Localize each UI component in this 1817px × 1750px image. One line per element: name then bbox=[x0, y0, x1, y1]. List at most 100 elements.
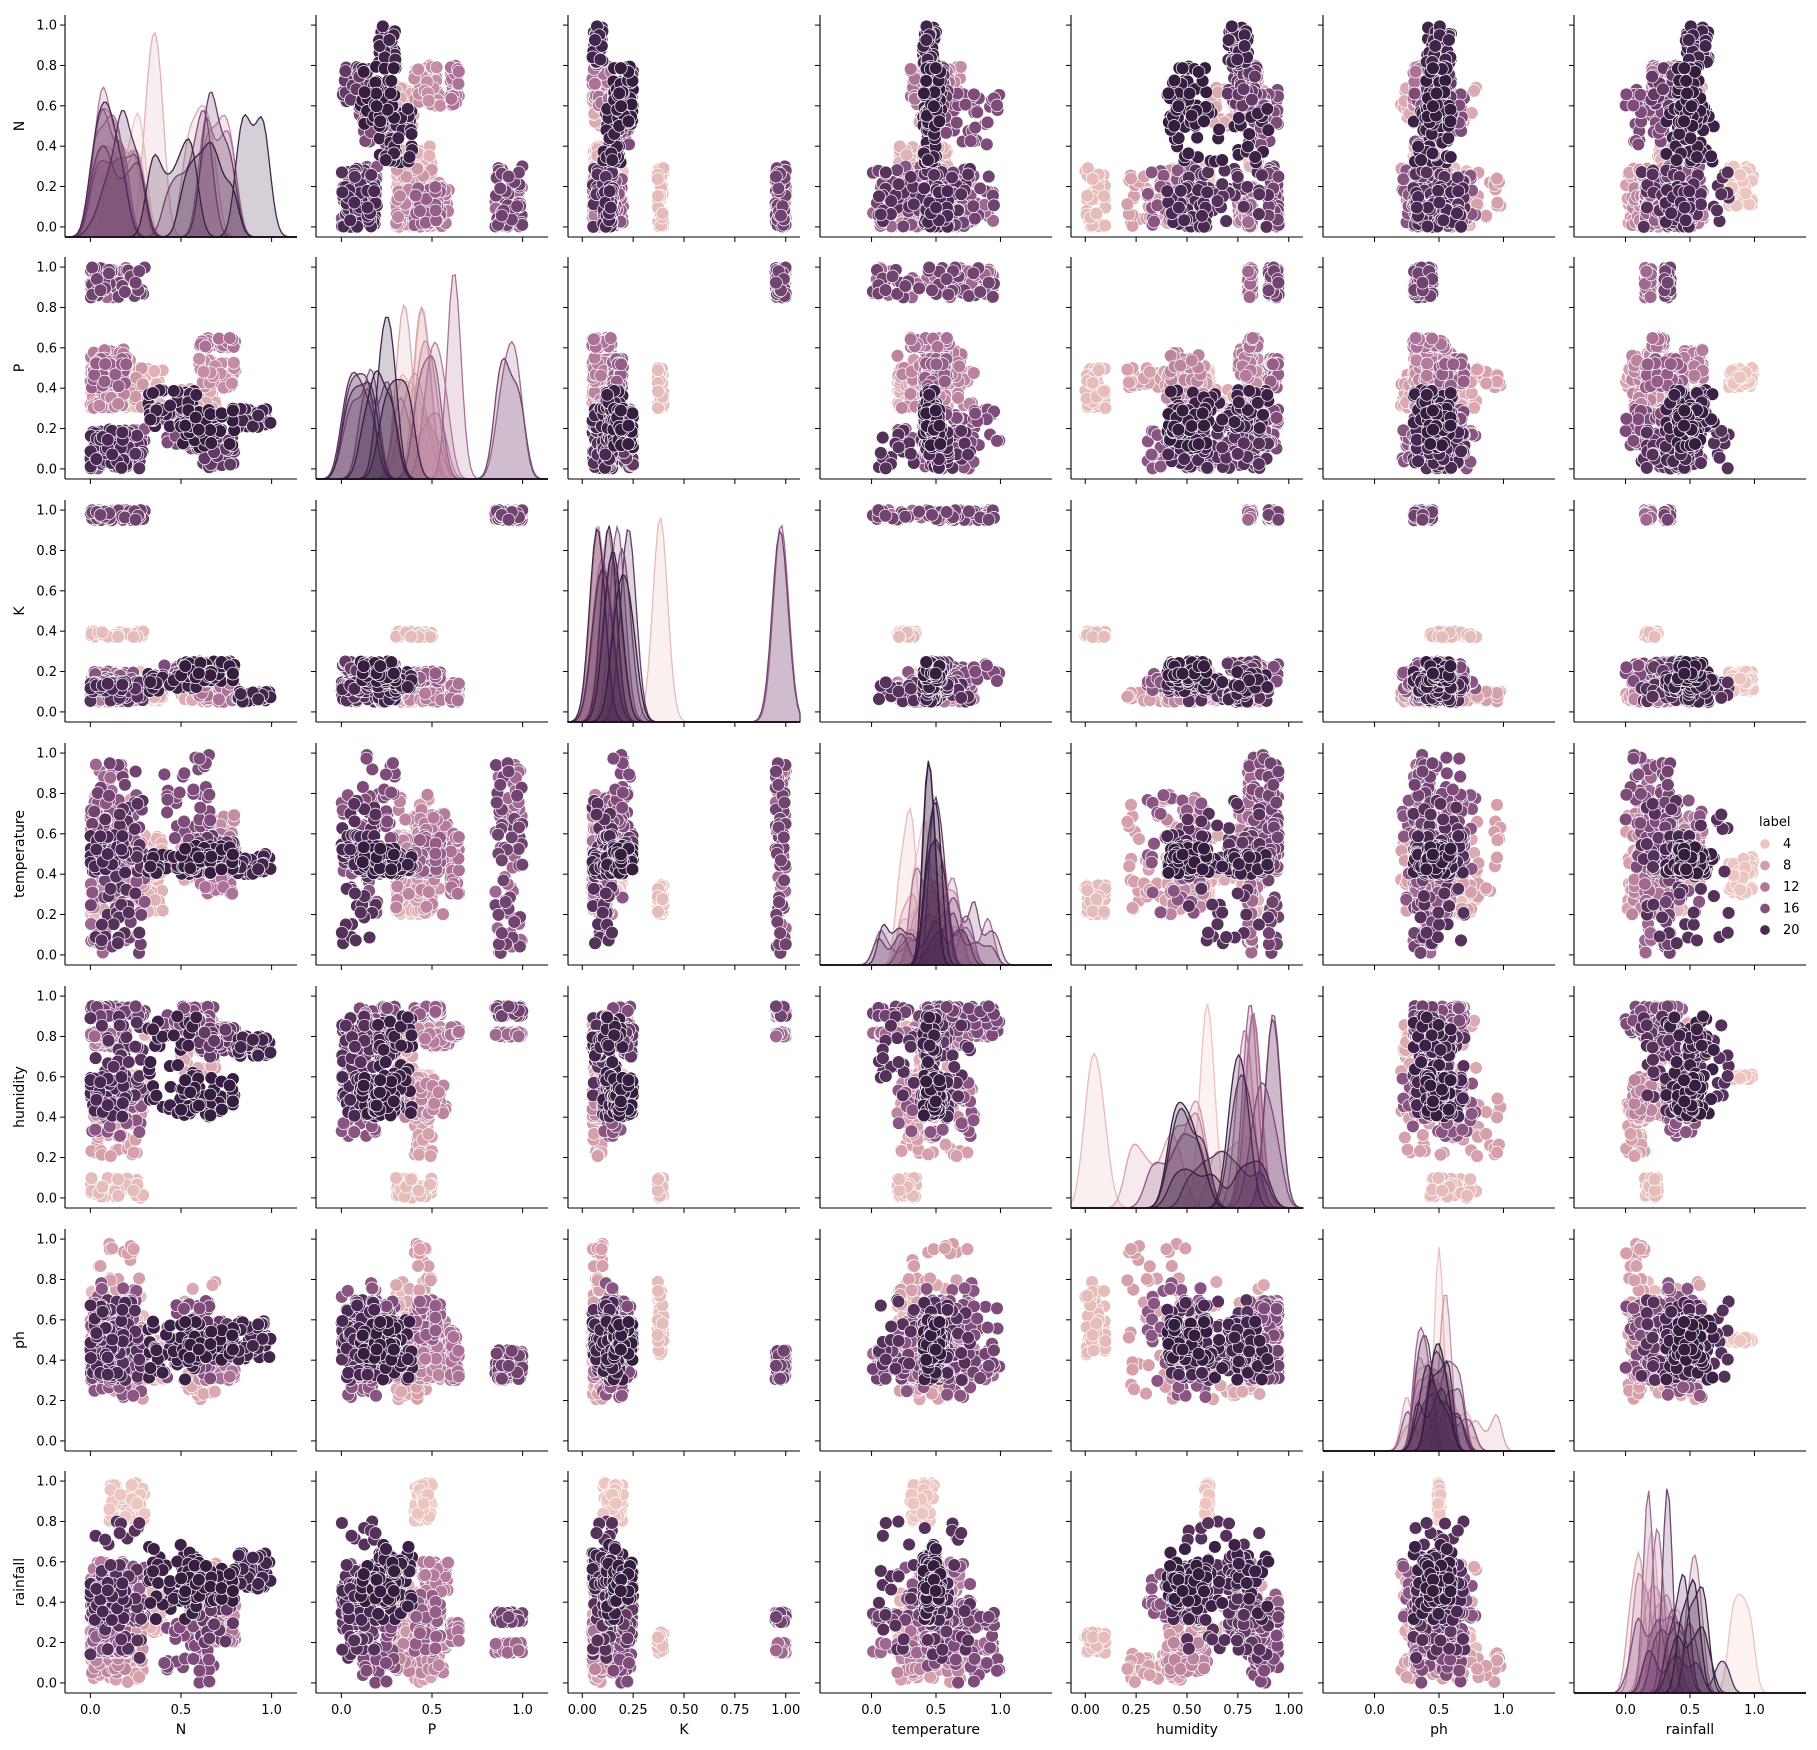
scatter-point bbox=[502, 170, 515, 183]
panel-N-vs-N bbox=[60, 15, 297, 242]
scatter-point bbox=[933, 115, 946, 128]
scatter-point bbox=[928, 100, 941, 113]
scatter-point bbox=[656, 207, 669, 220]
scatter-point bbox=[622, 115, 635, 128]
scatter-point bbox=[918, 87, 931, 100]
scatter-point bbox=[379, 154, 392, 167]
scatter-point bbox=[651, 173, 664, 186]
scatter-point bbox=[964, 135, 977, 148]
scatter-point bbox=[336, 186, 349, 199]
scatter-point bbox=[613, 87, 626, 100]
scatter-point bbox=[422, 94, 435, 107]
scatter-point bbox=[928, 169, 941, 182]
scatter-point bbox=[511, 200, 524, 213]
scatter-point bbox=[922, 154, 935, 167]
scatter-point bbox=[434, 99, 447, 112]
scatter-point bbox=[370, 87, 383, 100]
scatter-point bbox=[873, 190, 886, 203]
scatter-point bbox=[775, 209, 788, 222]
scatter-point bbox=[361, 201, 374, 214]
scatter-point bbox=[982, 170, 995, 183]
scatter-point bbox=[495, 209, 508, 222]
scatter-point bbox=[962, 168, 975, 181]
scatter-point bbox=[980, 138, 993, 151]
scatter-point bbox=[604, 201, 617, 214]
scatter-point bbox=[770, 170, 783, 183]
scatter-point bbox=[959, 98, 972, 111]
scatter-point bbox=[357, 66, 370, 79]
scatter-point bbox=[907, 198, 920, 211]
scatter-point bbox=[772, 182, 785, 195]
scatter-point bbox=[452, 77, 465, 90]
scatter-point bbox=[900, 149, 913, 162]
scatter-point bbox=[920, 75, 933, 88]
scatter-point bbox=[879, 166, 892, 179]
scatter-point bbox=[401, 103, 414, 116]
panel-N-vs-humidity bbox=[1066, 15, 1303, 242]
scatter-point bbox=[358, 86, 371, 99]
scatter-point bbox=[968, 88, 981, 101]
scatter-point bbox=[374, 115, 387, 128]
scatter-point bbox=[971, 106, 984, 119]
scatter-point bbox=[897, 220, 910, 233]
scatter-point bbox=[349, 171, 362, 184]
scatter-point bbox=[955, 188, 968, 201]
panel-N-vs-K bbox=[563, 15, 800, 242]
scatter-point bbox=[387, 62, 400, 75]
scatter-point bbox=[606, 154, 619, 167]
scatter-point bbox=[589, 77, 602, 90]
panel-N-vs-P bbox=[311, 15, 548, 242]
scatter-point bbox=[384, 87, 397, 100]
scatter-point bbox=[954, 61, 967, 74]
panel-N-vs-temperature bbox=[815, 15, 1052, 242]
scatter-point bbox=[392, 132, 405, 145]
scatter-point bbox=[376, 20, 389, 33]
scatter-point bbox=[981, 116, 994, 129]
scatter-point bbox=[429, 181, 442, 194]
scatter-point bbox=[594, 53, 607, 66]
scatter-point bbox=[891, 164, 904, 177]
scatter-point bbox=[950, 116, 963, 129]
scatter-point bbox=[946, 171, 959, 184]
scatter-point bbox=[409, 189, 422, 202]
scatter-point bbox=[348, 196, 361, 209]
scatter-point bbox=[929, 62, 942, 75]
scatter-point bbox=[452, 65, 465, 78]
scatter-point bbox=[394, 190, 407, 203]
scatter-point bbox=[414, 205, 427, 218]
scatter-point bbox=[614, 62, 627, 75]
scatter-point bbox=[615, 100, 628, 113]
scatter-point bbox=[904, 171, 917, 184]
scatter-point bbox=[603, 185, 616, 198]
scatter-point bbox=[885, 195, 898, 208]
scatter-point bbox=[430, 61, 443, 74]
scatter-point bbox=[988, 199, 1001, 212]
scatter-point bbox=[652, 190, 665, 203]
scatter-point bbox=[904, 63, 917, 76]
scatter-point bbox=[967, 200, 980, 213]
scatter-point bbox=[930, 201, 943, 214]
scatter-point bbox=[445, 92, 458, 105]
scatter-point bbox=[423, 149, 436, 162]
scatter-point bbox=[365, 169, 378, 182]
scatter-point bbox=[392, 211, 405, 224]
scatter-point bbox=[412, 63, 425, 76]
scatter-point bbox=[385, 75, 398, 88]
scatter-point bbox=[344, 214, 357, 227]
scatter-point bbox=[403, 151, 416, 164]
scatter-point bbox=[383, 34, 396, 47]
scatter-point bbox=[920, 34, 933, 47]
scatter-point bbox=[974, 182, 987, 195]
scatter-point bbox=[589, 34, 602, 47]
scatter-point bbox=[918, 182, 931, 195]
scatter-point bbox=[991, 99, 1004, 112]
scatter-point bbox=[874, 208, 887, 221]
scatter-point bbox=[892, 178, 905, 191]
scatter-point bbox=[969, 121, 982, 134]
scatter-point bbox=[339, 65, 352, 78]
scatter-point bbox=[941, 185, 954, 198]
scatter-point bbox=[405, 128, 418, 141]
scatter-point bbox=[969, 212, 982, 225]
scatter-point bbox=[370, 100, 383, 113]
